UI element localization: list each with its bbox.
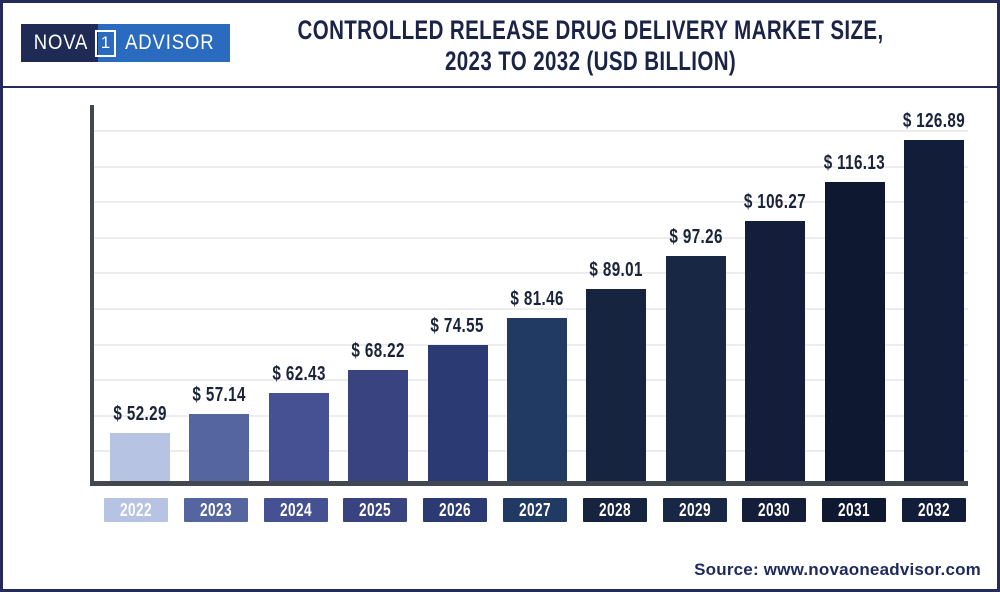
year-column: 2027 bbox=[502, 498, 567, 522]
bar-value-label-wrap: $ 116.13 bbox=[814, 152, 895, 175]
logo-text-advisor: ADVISOR bbox=[125, 31, 215, 54]
year-column: 2032 bbox=[901, 498, 966, 522]
bar-column-2027: $ 81.46 bbox=[506, 288, 567, 481]
source-text: Source: www.novaoneadvisor.com bbox=[694, 560, 981, 579]
bar-2023 bbox=[189, 413, 250, 481]
header: NOVA 1 ADVISOR CONTROLLED RELEASE DRUG D… bbox=[3, 3, 997, 88]
bar-2027 bbox=[506, 318, 567, 481]
bar-2031 bbox=[824, 182, 885, 481]
bar-value-label: $ 89.01 bbox=[589, 258, 644, 281]
year-column: 2023 bbox=[183, 498, 248, 522]
chart-title-line1: CONTROLLED RELEASE DRUG DELIVERY MARKET … bbox=[188, 15, 994, 46]
bar-2029 bbox=[665, 256, 726, 481]
bar-column-2031: $ 116.13 bbox=[824, 152, 885, 481]
bar-column-2026: $ 74.55 bbox=[427, 315, 488, 481]
bar-column-2030: $ 106.27 bbox=[744, 191, 806, 481]
year-label-2025: 2025 bbox=[343, 498, 408, 522]
year-column: 2025 bbox=[343, 498, 408, 522]
bar-column-2022: $ 52.29 bbox=[110, 403, 170, 481]
year-column: 2030 bbox=[742, 498, 807, 522]
bar-2024 bbox=[268, 392, 329, 481]
year-label-2027: 2027 bbox=[502, 498, 567, 522]
bar-2026 bbox=[427, 345, 488, 481]
bar-column-2028: $ 89.01 bbox=[586, 259, 647, 481]
year-label-text: 2022 bbox=[120, 499, 152, 520]
year-column: 2026 bbox=[423, 498, 488, 522]
chart-title: CONTROLLED RELEASE DRUG DELIVERY MARKET … bbox=[188, 15, 994, 77]
bars-row: $ 52.29 $ 57.14 $ 62.43 $ 68.22 $ 74.55 $ 81.… bbox=[110, 105, 965, 481]
year-label-2024: 2024 bbox=[263, 498, 328, 522]
bar-value-label-wrap: $ 57.14 bbox=[184, 384, 254, 407]
brand-logo: NOVA 1 ADVISOR bbox=[21, 24, 230, 62]
bar-value-label: $ 57.14 bbox=[192, 383, 247, 406]
bar-value-label: $ 126.89 bbox=[902, 109, 966, 132]
bar-column-2029: $ 97.26 bbox=[665, 226, 726, 481]
bar-value-label: $ 62.43 bbox=[272, 362, 326, 385]
bar-2022 bbox=[110, 432, 170, 481]
year-label-2022: 2022 bbox=[104, 498, 168, 522]
bar-value-label-wrap: $ 68.22 bbox=[343, 340, 413, 363]
year-column: 2022 bbox=[104, 498, 168, 522]
year-label-text: 2026 bbox=[439, 499, 472, 520]
bar-value-label-wrap: $ 97.26 bbox=[661, 226, 731, 249]
year-label-text: 2027 bbox=[518, 499, 551, 520]
year-label-2023: 2023 bbox=[183, 498, 248, 522]
bar-value-label-wrap: $ 62.43 bbox=[264, 363, 334, 386]
bar-column-2023: $ 57.14 bbox=[189, 384, 250, 481]
gridline bbox=[94, 308, 968, 310]
year-column: 2031 bbox=[822, 498, 887, 522]
bar-2025 bbox=[348, 370, 409, 481]
years-row: 2022 2023 2024 2025 2026 2027 2028 2029 2030 2031… bbox=[104, 498, 966, 522]
gridline bbox=[94, 236, 968, 239]
bar-value-label: $ 97.26 bbox=[669, 226, 723, 249]
bar-2030 bbox=[745, 220, 806, 481]
gridline bbox=[94, 201, 968, 204]
bar-value-label: $ 52.29 bbox=[113, 402, 167, 425]
gridline bbox=[94, 130, 968, 132]
year-label-text: 2024 bbox=[279, 499, 312, 520]
chart-title-line2-text: 2023 TO 2032 (USD BILLION) bbox=[445, 46, 737, 76]
year-label-2028: 2028 bbox=[582, 498, 647, 522]
bar-value-label-wrap: $ 89.01 bbox=[581, 259, 651, 282]
logo-one-box: 1 bbox=[94, 29, 116, 57]
year-label-2026: 2026 bbox=[423, 498, 488, 522]
gridline bbox=[94, 272, 968, 275]
year-label-2032: 2032 bbox=[901, 498, 966, 522]
bar-value-label-wrap: $ 106.27 bbox=[734, 191, 816, 214]
year-label-2029: 2029 bbox=[662, 498, 727, 522]
plot-area: $ 52.29 $ 57.14 $ 62.43 $ 68.22 $ 74.55 $ 81.… bbox=[90, 105, 968, 486]
year-label-text: 2025 bbox=[359, 499, 392, 520]
bar-2032 bbox=[903, 139, 964, 481]
year-column: 2024 bbox=[263, 498, 328, 522]
bar-value-label: $ 106.27 bbox=[744, 190, 807, 213]
year-label-2031: 2031 bbox=[822, 498, 887, 522]
chart-title-line2: 2023 TO 2032 (USD BILLION) bbox=[188, 46, 994, 77]
year-label-text: 2030 bbox=[758, 499, 791, 520]
bar-value-label-wrap: $ 81.46 bbox=[502, 288, 572, 311]
bar-value-label: $ 116.13 bbox=[823, 152, 886, 174]
chart-title-line1-text: CONTROLLED RELEASE DRUG DELIVERY MARKET … bbox=[297, 15, 885, 45]
logo-text-nova: NOVA bbox=[33, 31, 89, 54]
gridline bbox=[94, 165, 968, 168]
bar-column-2032: $ 126.89 bbox=[903, 110, 965, 481]
year-column: 2028 bbox=[582, 498, 647, 522]
chart-area: $ 52.29 $ 57.14 $ 62.43 $ 68.22 $ 74.55 $ 81.… bbox=[3, 88, 997, 558]
year-label-text: 2029 bbox=[678, 499, 711, 520]
bar-value-label-wrap: $ 74.55 bbox=[422, 315, 492, 338]
year-label-text: 2023 bbox=[199, 499, 232, 520]
bar-column-2025: $ 68.22 bbox=[348, 340, 409, 481]
bar-value-label-wrap: $ 126.89 bbox=[893, 110, 975, 133]
year-label-text: 2032 bbox=[917, 499, 950, 520]
year-label-text: 2028 bbox=[598, 499, 631, 520]
bar-value-label: $ 81.46 bbox=[510, 288, 564, 311]
bar-column-2024: $ 62.43 bbox=[268, 363, 329, 481]
year-label-2030: 2030 bbox=[742, 498, 807, 522]
year-label-text: 2031 bbox=[838, 499, 871, 520]
year-column: 2029 bbox=[662, 498, 727, 522]
bar-value-label: $ 68.22 bbox=[351, 340, 405, 363]
bar-value-label: $ 74.55 bbox=[430, 315, 485, 338]
bar-2028 bbox=[586, 288, 647, 481]
bar-value-label-wrap: $ 52.29 bbox=[105, 403, 175, 426]
